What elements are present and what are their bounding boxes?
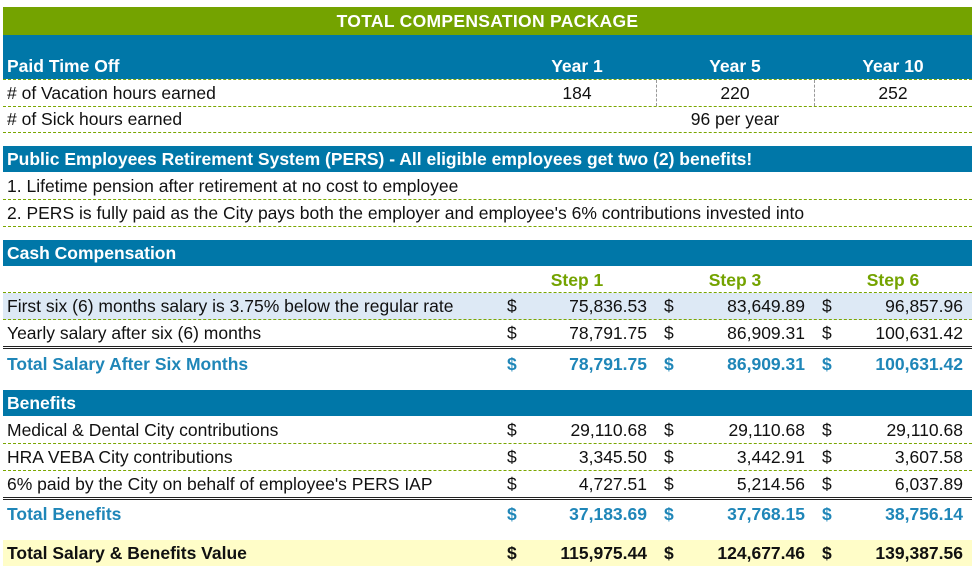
currency-symbol: $ [664,420,674,440]
currency-symbol: $ [664,447,674,467]
pers-item: 2. PERS is fully paid as the City pays b… [3,200,972,227]
currency-symbol: $ [822,323,832,343]
grand-total-row: Total Salary & Benefits Value $115,975.44… [3,540,972,566]
vacation-year-1: 184 [562,83,592,103]
currency-symbol: $ [664,474,674,494]
total-benefits-row: Total Benefits $37,183.69 $37,768.15 $38,75… [3,500,972,528]
currency-symbol: $ [822,447,832,467]
yearly-salary-row-label: Yearly salary after six (6) months [7,323,262,343]
currency-symbol: $ [507,323,517,343]
pers-item: 1. Lifetime pension after retirement at … [3,173,972,200]
pers-header-label: Public Employees Retirement System (PERS… [7,149,753,169]
first-six-months-row-value: 83,649.89 [727,296,805,316]
sick-row: # of Sick hours earned 96 per year [3,106,972,133]
currency-symbol: $ [664,323,674,343]
vacation-year-5: 220 [720,83,750,103]
cash-header-label: Cash Compensation [7,243,177,263]
first-six-months-row: First six (6) months salary is 3.75% bel… [3,293,972,320]
currency-symbol: $ [822,420,832,440]
vacation-row: # of Vacation hours earned 184 220 252 [3,79,972,107]
total-salary-row-value: 100,631.42 [875,354,963,374]
pers-iap-row-label: 6% paid by the City on behalf of employe… [7,474,433,494]
currency-symbol: $ [507,296,517,316]
benefits-header-label: Benefits [7,393,77,413]
year-10-header: Year 10 [862,56,924,76]
vacation-year-10: 252 [878,83,908,103]
currency-symbol: $ [822,354,832,374]
hra-veba-row-value: 3,442.91 [736,447,805,467]
step-6-header: Step 6 [866,270,920,290]
currency-symbol: $ [507,420,517,440]
total-salary-row-value: 78,791.75 [569,354,647,374]
total-benefits-row-label: Total Benefits [7,504,122,524]
year-1-header: Year 1 [551,56,603,76]
total-salary-row-value: 86,909.31 [727,354,805,374]
pers-iap-row-value: 4,727.51 [578,474,647,494]
medical-dental-row: Medical & Dental City contributions $29,1… [3,417,972,444]
hra-veba-row-value: 3,345.50 [578,447,647,467]
yearly-salary-row-value: 100,631.42 [875,323,963,343]
yearly-salary-row-value: 78,791.75 [569,323,647,343]
vacation-label: # of Vacation hours earned [7,83,216,103]
currency-symbol: $ [822,543,832,563]
grand-total-row-value: 139,387.56 [875,543,963,563]
title-text: TOTAL COMPENSATION PACKAGE [336,11,639,31]
currency-symbol: $ [664,504,674,524]
sick-value: 96 per year [690,109,780,129]
divider [656,80,657,106]
sick-label: # of Sick hours earned [7,109,183,129]
currency-symbol: $ [822,474,832,494]
page-title: TOTAL COMPENSATION PACKAGE [3,7,972,35]
pers-iap-row-value: 5,214.56 [736,474,805,494]
currency-symbol: $ [822,296,832,316]
currency-symbol: $ [822,504,832,524]
first-six-months-row-value: 96,857.96 [885,296,963,316]
first-six-months-row-label: First six (6) months salary is 3.75% bel… [7,296,454,316]
total-benefits-row-value: 38,756.14 [885,504,963,524]
pers-item-text: 2. PERS is fully paid as the City pays b… [7,203,805,223]
currency-symbol: $ [664,354,674,374]
currency-symbol: $ [664,296,674,316]
grand-total-row-value: 115,975.44 [560,543,647,563]
pers-iap-row: 6% paid by the City on behalf of employe… [3,471,972,500]
hra-veba-row-label: HRA VEBA City contributions [7,447,233,467]
currency-symbol: $ [507,447,517,467]
steps-row: Step 1 Step 3 Step 6 [3,266,972,293]
currency-symbol: $ [664,543,674,563]
pers-item-text: 1. Lifetime pension after retirement at … [7,176,459,196]
step-1-header: Step 1 [550,270,604,290]
divider [814,80,815,106]
cash-header: Cash Compensation [3,240,972,266]
pers-header: Public Employees Retirement System (PERS… [3,146,972,172]
pto-header-label: Paid Time Off [7,56,120,76]
currency-symbol: $ [507,504,517,524]
total-salary-row-label: Total Salary After Six Months [7,354,249,374]
medical-dental-row-value: 29,110.68 [570,420,647,440]
yearly-salary-row-value: 86,909.31 [727,323,805,343]
yearly-salary-row: Yearly salary after six (6) months $78,79… [3,320,972,349]
currency-symbol: $ [507,354,517,374]
pers-iap-row-value: 6,037.89 [894,474,963,494]
total-benefits-row-value: 37,183.69 [569,504,647,524]
total-benefits-row-value: 37,768.15 [727,504,805,524]
hra-veba-row-value: 3,607.58 [894,447,963,467]
medical-dental-row-value: 29,110.68 [728,420,805,440]
grand-total-row-value: 124,677.46 [717,543,805,563]
first-six-months-row-value: 75,836.53 [569,296,647,316]
step-3-header: Step 3 [708,270,762,290]
total-salary-row: Total Salary After Six Months $78,791.75 $… [3,350,972,378]
medical-dental-row-label: Medical & Dental City contributions [7,420,279,440]
currency-symbol: $ [507,474,517,494]
hra-veba-row: HRA VEBA City contributions $3,345.50 $3,4… [3,444,972,471]
currency-symbol: $ [507,543,517,563]
pto-header: Paid Time Off Year 1 Year 5 Year 10 [3,35,972,79]
year-5-header: Year 5 [709,56,761,76]
benefits-header: Benefits [3,390,972,416]
medical-dental-row-value: 29,110.68 [886,420,963,440]
grand-total-row-label: Total Salary & Benefits Value [7,543,247,563]
